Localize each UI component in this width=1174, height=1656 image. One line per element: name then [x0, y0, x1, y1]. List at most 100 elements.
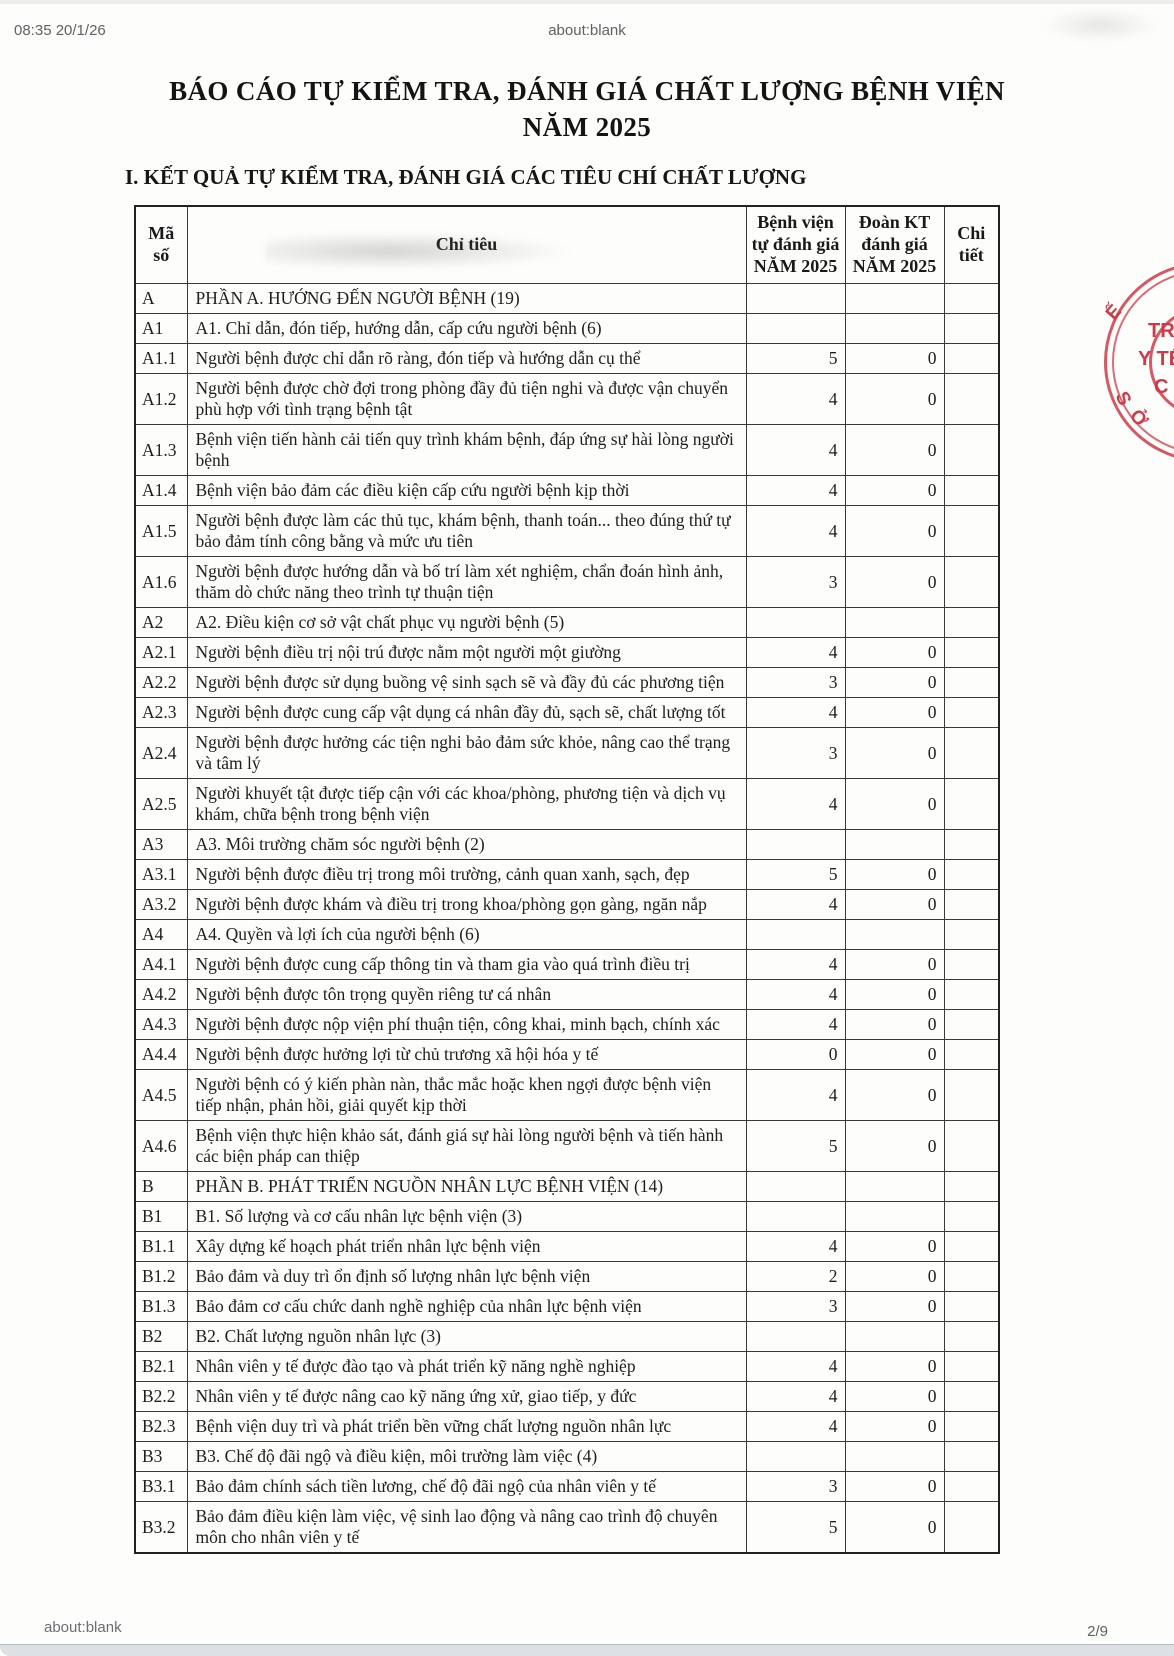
- self-assessment-score: [745, 313, 846, 345]
- detail-cell: [943, 283, 1000, 315]
- row-code: A2.4: [134, 727, 188, 780]
- self-assessment-score: 4: [745, 889, 846, 921]
- print-header: 08:35 20/1/26 about:blank: [0, 22, 1174, 44]
- self-assessment-score: 4: [745, 1351, 846, 1383]
- self-assessment-score: 4: [745, 697, 846, 729]
- section-heading: I. KẾT QUẢ TỰ KIỂM TRA, ĐÁNH GIÁ CÁC TIÊ…: [125, 165, 807, 190]
- row-criteria-label: Nhân viên y tế được nâng cao kỹ năng ứng…: [186, 1381, 747, 1413]
- detail-cell: [943, 475, 1000, 507]
- team-assessment-score: 0: [844, 1120, 945, 1173]
- row-code: A3: [134, 829, 188, 861]
- self-assessment-score: [745, 1201, 846, 1233]
- table-row: A4.6 Bệnh viện thực hiện khảo sát, đánh g…: [134, 1120, 1000, 1173]
- row-code: A1.4: [134, 475, 188, 507]
- stamp-text-line2: Y TẾ: [1138, 348, 1174, 370]
- self-assessment-score: 4: [745, 1009, 846, 1041]
- detail-cell: [943, 1381, 1000, 1413]
- row-criteria-label: A4. Quyền và lợi ích của người bệnh (6): [186, 919, 747, 951]
- table-row: A1.2 Người bệnh được chờ đợi trong phòng …: [134, 373, 1000, 426]
- row-criteria-label: Người bệnh có ý kiến phàn nàn, thắc mắc …: [186, 1069, 747, 1122]
- section-row: A2 A2. Điều kiện cơ sở vật chất phục vụ n…: [134, 607, 1000, 639]
- page-top-edge: [0, 0, 1174, 4]
- row-criteria-label: Nhân viên y tế được đào tạo và phát triể…: [186, 1351, 747, 1383]
- table-row: A2.3 Người bệnh được cung cấp vật dụng cá…: [134, 697, 1000, 729]
- row-criteria-label: Bệnh viện thực hiện khảo sát, đánh giá s…: [186, 1120, 747, 1173]
- table-row: B1.3 Bảo đảm cơ cấu chức danh nghề nghiệp…: [134, 1291, 1000, 1323]
- row-criteria-label: PHẦN A. HƯỚNG ĐẾN NGƯỜI BỆNH (19): [186, 283, 747, 315]
- table-row: A2.5 Người khuyết tật được tiếp cận với c…: [134, 778, 1000, 831]
- row-code: A1.2: [134, 373, 188, 426]
- row-criteria-label: Người bệnh được điều trị trong môi trườn…: [186, 859, 747, 891]
- self-assessment-score: 3: [745, 1291, 846, 1323]
- team-assessment-score: 0: [844, 727, 945, 780]
- row-code: A2: [134, 607, 188, 639]
- detail-cell: [943, 556, 1000, 609]
- table-row: A4.3 Người bệnh được nộp viện phí thuận t…: [134, 1009, 1000, 1041]
- detail-cell: [943, 1351, 1000, 1383]
- row-criteria-label: Người bệnh được tôn trọng quyền riêng tư…: [186, 979, 747, 1011]
- header-self-assessment: Bệnh viện tự đánh giá NĂM 2025: [745, 205, 846, 285]
- row-code: A2.3: [134, 697, 188, 729]
- self-assessment-score: 5: [745, 859, 846, 891]
- row-code: B1.3: [134, 1291, 188, 1323]
- table-row: A3.1 Người bệnh được điều trị trong môi t…: [134, 859, 1000, 891]
- team-assessment-score: 0: [844, 637, 945, 669]
- team-assessment-score: 0: [844, 859, 945, 891]
- row-code: A1.6: [134, 556, 188, 609]
- row-code: A4.5: [134, 1069, 188, 1122]
- table-row: A2.4 Người bệnh được hưởng các tiện nghi …: [134, 727, 1000, 780]
- row-code: A4: [134, 919, 188, 951]
- row-code: B2: [134, 1321, 188, 1353]
- header-detail: Chi tiết: [943, 205, 1000, 285]
- row-criteria-label: Người bệnh được cung cấp thông tin và th…: [186, 949, 747, 981]
- row-criteria-label: Người bệnh được hưởng lợi từ chủ trương …: [186, 1039, 747, 1071]
- table-row: B1.1 Xây dựng kế hoạch phát triển nhân lự…: [134, 1231, 1000, 1263]
- row-code: B3.1: [134, 1471, 188, 1503]
- row-code: B3.2: [134, 1501, 188, 1554]
- team-assessment-score: 0: [844, 1411, 945, 1443]
- self-assessment-score: 0: [745, 1039, 846, 1071]
- table-row: A2.2 Người bệnh được sử dụng buồng vệ sin…: [134, 667, 1000, 699]
- section-row: A PHẦN A. HƯỚNG ĐẾN NGƯỜI BỆNH (19): [134, 283, 1000, 315]
- stamp-text-line3: C: [1154, 376, 1169, 398]
- team-assessment-score: 0: [844, 373, 945, 426]
- detail-cell: [943, 505, 1000, 558]
- table-row: A1.5 Người bệnh được làm các thủ tục, khá…: [134, 505, 1000, 558]
- detail-cell: [943, 697, 1000, 729]
- report-title: BÁO CÁO TỰ KIỂM TRA, ĐÁNH GIÁ CHẤT LƯỢNG…: [169, 76, 1005, 142]
- row-code: A2.2: [134, 667, 188, 699]
- self-assessment-score: 2: [745, 1261, 846, 1293]
- table-row: B2.2 Nhân viên y tế được nâng cao kỹ năng…: [134, 1381, 1000, 1413]
- detail-cell: [943, 727, 1000, 780]
- self-assessment-score: 3: [745, 556, 846, 609]
- row-code: B1: [134, 1201, 188, 1233]
- team-assessment-score: [844, 1321, 945, 1353]
- self-assessment-score: 4: [745, 637, 846, 669]
- detail-cell: [943, 1411, 1000, 1443]
- row-criteria-label: Người bệnh được làm các thủ tục, khám bệ…: [186, 505, 747, 558]
- row-criteria-label: Người bệnh được sử dụng buồng vệ sinh sạ…: [186, 667, 747, 699]
- team-assessment-score: 0: [844, 1351, 945, 1383]
- row-code: A: [134, 283, 188, 315]
- row-criteria-label: Xây dựng kế hoạch phát triển nhân lực bệ…: [186, 1231, 747, 1263]
- print-timestamp: 08:35 20/1/26: [14, 22, 106, 39]
- detail-cell: [943, 1471, 1000, 1503]
- detail-cell: [943, 637, 1000, 669]
- row-code: B1.2: [134, 1261, 188, 1293]
- table-row: A1.4 Bệnh viện bảo đảm các điều kiện cấp …: [134, 475, 1000, 507]
- self-assessment-score: 4: [745, 1411, 846, 1443]
- table-row: A4.2 Người bệnh được tôn trọng quyền riên…: [134, 979, 1000, 1011]
- row-criteria-label: Người bệnh được cung cấp vật dụng cá nhâ…: [186, 697, 747, 729]
- team-assessment-score: 0: [844, 1261, 945, 1293]
- row-criteria-label: A1. Chỉ dẫn, đón tiếp, hướng dẫn, cấp cứ…: [186, 313, 747, 345]
- team-assessment-score: [844, 829, 945, 861]
- detail-cell: [943, 889, 1000, 921]
- row-criteria-label: B3. Chế độ đãi ngộ và điều kiện, môi trư…: [186, 1441, 747, 1473]
- team-assessment-score: [844, 1441, 945, 1473]
- official-red-stamp: Ế TR Y TẾ C S Ở: [1102, 262, 1174, 462]
- detail-cell: [943, 1321, 1000, 1353]
- row-criteria-label: Người bệnh được khám và điều trị trong k…: [186, 889, 747, 921]
- section-row: A4 A4. Quyền và lợi ích của người bệnh (6…: [134, 919, 1000, 951]
- team-assessment-score: 0: [844, 1471, 945, 1503]
